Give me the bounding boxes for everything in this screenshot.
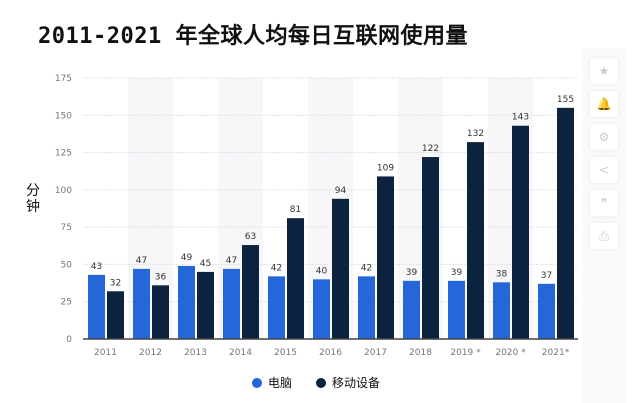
share-icon[interactable]: <: [590, 157, 618, 183]
bar-pc[interactable]: [178, 265, 195, 339]
data-label: 42: [271, 263, 282, 273]
bar-pc[interactable]: [403, 280, 420, 339]
data-label: 43: [91, 262, 102, 272]
chart-title: 2011-2021 年全球人均每日互联网使用量: [38, 24, 468, 49]
data-label: 39: [451, 268, 463, 278]
data-label: 37: [541, 271, 552, 281]
data-label: 45: [200, 259, 211, 269]
bar-mobile[interactable]: [152, 285, 169, 339]
y-tick-label: 125: [55, 149, 72, 159]
data-label: 38: [496, 269, 508, 279]
data-label: 47: [136, 256, 147, 266]
y-tick-label: 75: [61, 223, 72, 233]
x-tick-label: 2020 *: [495, 348, 526, 358]
data-label: 109: [377, 163, 394, 173]
y-tick-label: 100: [55, 186, 72, 196]
bar-mobile[interactable]: [107, 291, 124, 339]
bar-mobile[interactable]: [287, 218, 304, 339]
legend-dot: [252, 377, 262, 388]
x-tick-label: 2013: [184, 348, 207, 358]
legend-label: 电脑: [268, 376, 293, 390]
legend-label: 移动设备: [332, 376, 381, 390]
data-label: 143: [512, 113, 529, 123]
bar-pc[interactable]: [358, 276, 375, 339]
data-label: 63: [245, 232, 256, 242]
legend-item-mobile[interactable]: 移动设备: [316, 374, 380, 391]
bar-pc[interactable]: [538, 283, 555, 339]
data-label: 94: [335, 186, 347, 196]
x-tick-label: 2017: [364, 348, 387, 358]
data-label: 42: [361, 263, 372, 273]
x-tick-label: 2021*: [542, 348, 570, 358]
x-tick-label: 2014: [229, 348, 252, 358]
x-tick-label: 2016: [319, 348, 342, 358]
bar-mobile[interactable]: [422, 157, 439, 339]
y-tick-label: 25: [61, 298, 72, 308]
x-tick-label: 2015: [274, 348, 297, 358]
bar-pc[interactable]: [133, 268, 150, 339]
data-label: 81: [290, 205, 301, 215]
y-axis-label: 分钟: [26, 183, 40, 215]
bar-mobile[interactable]: [197, 271, 214, 339]
quote-icon[interactable]: ❞: [590, 190, 618, 216]
x-tick-label: 2018: [409, 348, 432, 358]
legend-item-pc[interactable]: 电脑: [252, 374, 292, 391]
data-label: 49: [181, 253, 193, 263]
bar-pc[interactable]: [493, 282, 510, 339]
bar-mobile[interactable]: [242, 245, 259, 339]
gear-icon[interactable]: ⚙: [590, 124, 618, 150]
bar-pc[interactable]: [268, 276, 285, 339]
x-tick-label: 2011: [94, 348, 117, 358]
y-tick-label: 0: [66, 335, 72, 345]
bar-mobile[interactable]: [557, 107, 574, 339]
bar-mobile[interactable]: [332, 198, 349, 339]
data-label: 40: [316, 266, 328, 276]
y-tick-label: 150: [55, 111, 72, 121]
x-tick-label: 2012: [139, 348, 162, 358]
x-tick-label: 2019 *: [450, 348, 481, 358]
bar-pc[interactable]: [313, 279, 330, 339]
data-label: 47: [226, 256, 237, 266]
bar-chart: 0 25 50 75 100 125 150 175 43 32 2011 47 36 2012 49 45 2…: [55, 74, 578, 358]
bar-mobile[interactable]: [512, 125, 529, 340]
bar-pc[interactable]: [448, 280, 465, 339]
y-tick-label: 175: [55, 74, 72, 84]
data-label: 32: [110, 278, 121, 288]
y-tick-label: 50: [61, 260, 73, 270]
bar-mobile[interactable]: [377, 176, 394, 339]
star-icon[interactable]: ★: [590, 58, 618, 84]
data-label: 36: [155, 272, 167, 282]
bar-pc[interactable]: [88, 274, 105, 339]
data-label: 155: [557, 95, 574, 105]
legend-dot: [316, 377, 327, 388]
bell-icon[interactable]: 🔔: [590, 91, 618, 117]
bar-pc[interactable]: [223, 268, 240, 339]
data-label: 122: [422, 144, 439, 154]
print-icon[interactable]: ⎙: [590, 223, 618, 249]
legend: 电脑 移动设备: [252, 374, 380, 391]
bar-mobile[interactable]: [467, 142, 484, 339]
data-label: 39: [406, 268, 418, 278]
data-label: 132: [467, 129, 484, 139]
